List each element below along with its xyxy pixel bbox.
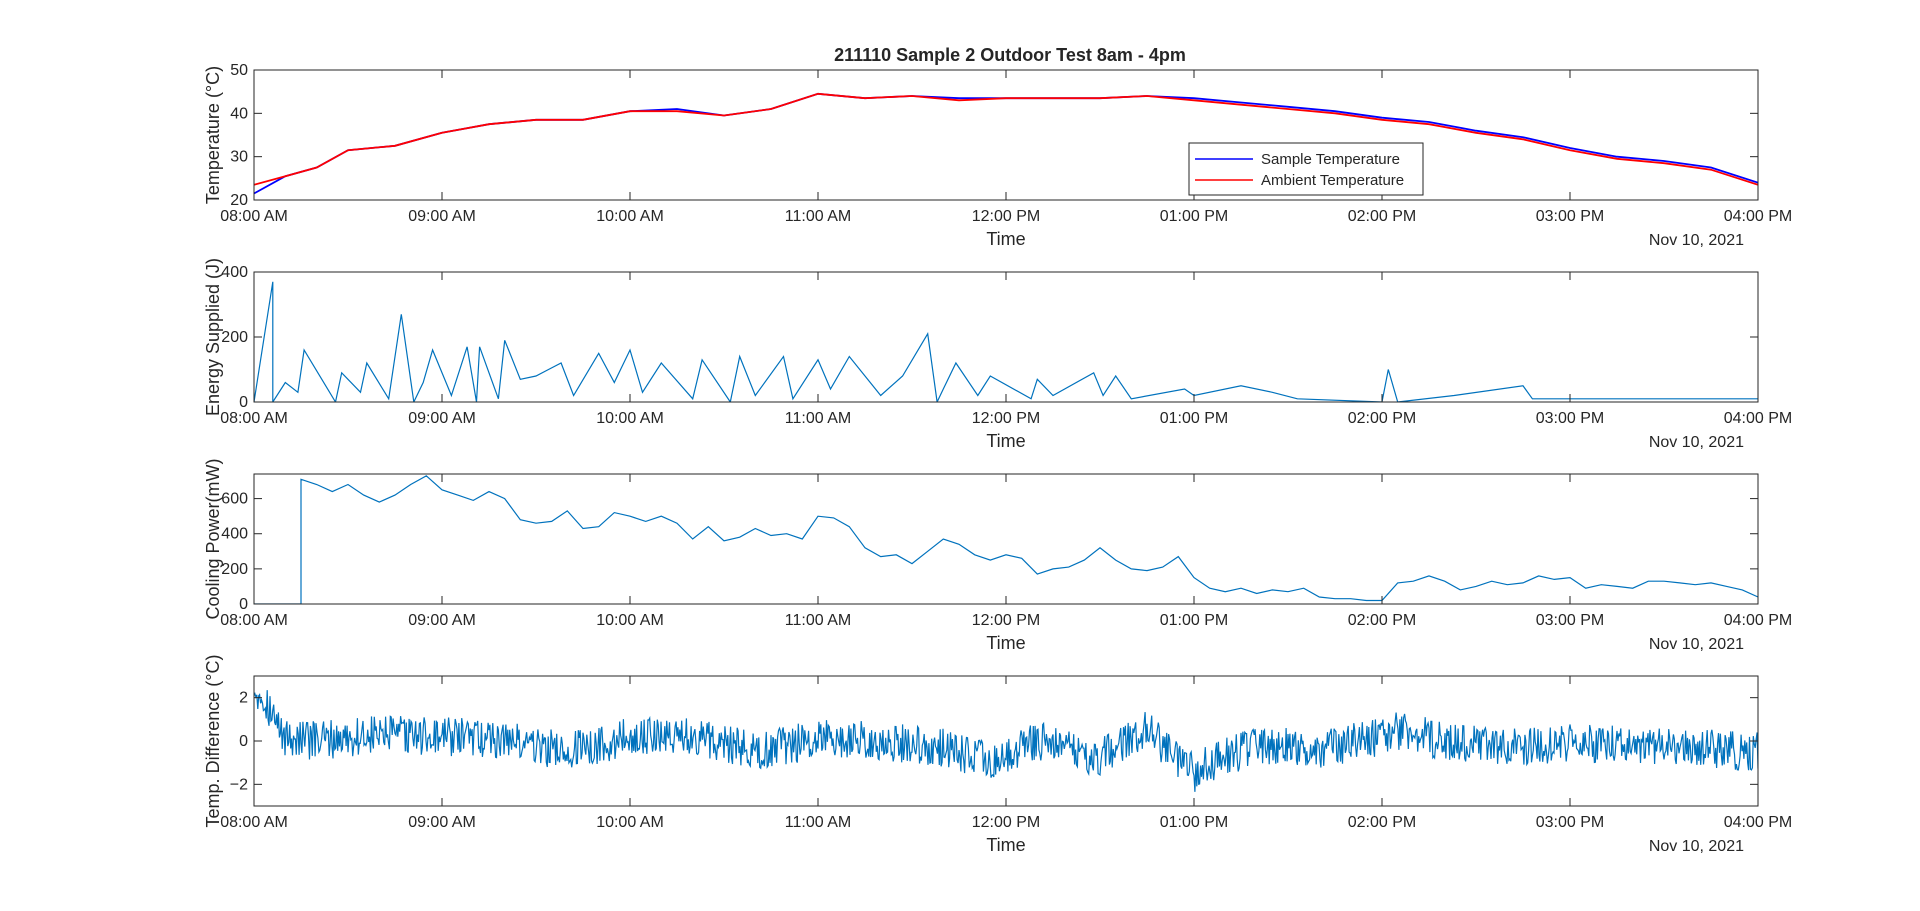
x-tick-label: 02:00 PM	[1348, 208, 1416, 225]
y-tick-label: 0	[239, 733, 248, 750]
sample-temperatureline	[254, 92, 1758, 195]
temp-difference-panel: 08:00 AM 09:00 AM 10:00 AM 11:00 AM 12:00 PM…	[203, 655, 1792, 855]
legend-entry: Sample Temperature	[1261, 151, 1400, 168]
axes-box	[253, 271, 1759, 403]
x-tick-label: 11:00 AM	[785, 814, 851, 831]
x-tick-label: 12:00 PM	[972, 814, 1040, 831]
y-axis-label: Cooling Power(mW)	[203, 458, 223, 619]
legend-entry: Ambient Temperature	[1261, 172, 1404, 189]
x-tick-label: 09:00 AM	[408, 208, 476, 225]
x-tick-label: 09:00 AM	[408, 814, 476, 831]
y-axis-label: Temperature (°C)	[203, 66, 223, 204]
y-tick-label: 50	[230, 62, 248, 79]
y-tick-label: 400	[221, 526, 248, 543]
x-tick-label: 02:00 PM	[1348, 410, 1416, 427]
x-tick-label: 03:00 PM	[1536, 410, 1604, 427]
figure-title: 211110 Sample 2 Outdoor Test 8am - 4pm	[834, 45, 1186, 65]
cooling-power-panel: 08:00 AM 09:00 AM 10:00 AM 11:00 AM 12:00 PM…	[203, 458, 1792, 653]
x-tick-label: 10:00 AM	[596, 612, 664, 629]
x-tick-label: 01:00 PM	[1160, 814, 1228, 831]
y-tick-label: 40	[230, 105, 248, 122]
date-label: Nov 10, 2021	[1649, 636, 1744, 653]
x-tick-label: 04:00 PM	[1724, 410, 1792, 427]
x-tick-label: 11:00 AM	[785, 612, 851, 629]
y-tick-label: −2	[230, 776, 248, 793]
x-tick-label: 12:00 PM	[972, 410, 1040, 427]
temperature-panel: 08:00 AM 09:00 AM 10:00 AM 11:00 AM 12:00 PM…	[203, 62, 1792, 249]
axes-box	[253, 473, 1759, 605]
y-tick-label: 2	[239, 690, 248, 707]
x-tick-label: 08:00 AM	[220, 612, 288, 629]
x-axis-label: Time	[986, 431, 1025, 451]
x-tick-label: 02:00 PM	[1348, 612, 1416, 629]
x-axis-label: Time	[986, 633, 1025, 653]
axes-box	[253, 675, 1759, 807]
series-line-1	[254, 281, 1758, 402]
x-tick-label: 01:00 PM	[1160, 208, 1228, 225]
x-tick-label: 08:00 AM	[220, 814, 288, 831]
x-tick-label: 10:00 AM	[596, 814, 664, 831]
date-label: Nov 10, 2021	[1649, 434, 1744, 451]
x-tick-label: 02:00 PM	[1348, 814, 1416, 831]
y-tick-label: 600	[221, 491, 248, 508]
y-axis-label: Energy Supplied (J)	[203, 258, 223, 416]
y-tick-label: 30	[230, 149, 248, 166]
energy-panel: 08:00 AM 09:00 AM 10:00 AM 11:00 AM 12:00 PM…	[203, 258, 1792, 451]
y-tick-label: 20	[230, 192, 248, 209]
x-tick-label: 08:00 AM	[220, 410, 288, 427]
x-tick-label: 04:00 PM	[1724, 208, 1792, 225]
ambient-temperatureline	[254, 92, 1758, 186]
x-axis-label: Time	[986, 229, 1025, 249]
x-tick-label: 04:00 PM	[1724, 814, 1792, 831]
temp-difference-trace	[254, 690, 1758, 792]
x-tick-label: 03:00 PM	[1536, 612, 1604, 629]
x-tick-label: 04:00 PM	[1724, 612, 1792, 629]
x-tick-label: 10:00 AM	[596, 410, 664, 427]
x-tick-label: 03:00 PM	[1536, 814, 1604, 831]
date-label: Nov 10, 2021	[1649, 232, 1744, 249]
y-axis-label: Temp. Difference (°C)	[203, 655, 223, 828]
axes-box	[253, 69, 1759, 201]
x-tick-label: 11:00 AM	[785, 410, 851, 427]
x-tick-label: 03:00 PM	[1536, 208, 1604, 225]
y-tick-label: 200	[221, 561, 248, 578]
x-tick-label: 01:00 PM	[1160, 612, 1228, 629]
y-tick-label: 400	[221, 264, 248, 281]
x-tick-label: 12:00 PM	[972, 612, 1040, 629]
x-axis-label: Time	[986, 835, 1025, 855]
x-tick-label: 01:00 PM	[1160, 410, 1228, 427]
y-tick-label: 0	[239, 596, 248, 613]
x-tick-label: 12:00 PM	[972, 208, 1040, 225]
y-tick-label: 200	[221, 329, 248, 346]
series-line-2	[254, 475, 1758, 604]
x-tick-label: 10:00 AM	[596, 208, 664, 225]
date-label: Nov 10, 2021	[1649, 838, 1744, 855]
legend-box	[1188, 142, 1424, 196]
x-tick-label: 09:00 AM	[408, 612, 476, 629]
y-tick-label: 0	[239, 394, 248, 411]
x-tick-label: 11:00 AM	[785, 208, 851, 225]
x-tick-label: 08:00 AM	[220, 208, 288, 225]
x-tick-label: 09:00 AM	[408, 410, 476, 427]
